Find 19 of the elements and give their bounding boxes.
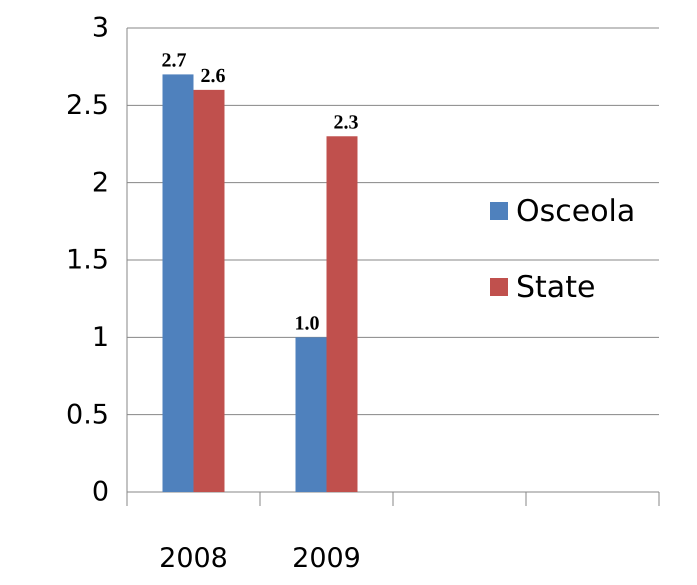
y-tick-label: 0 bbox=[92, 476, 109, 508]
y-tick-label: 1.5 bbox=[66, 244, 109, 276]
legend-label: State bbox=[516, 270, 596, 305]
bar bbox=[162, 74, 194, 492]
data-label: 2.7 bbox=[162, 49, 186, 72]
legend-label: Osceola bbox=[516, 194, 636, 229]
bar bbox=[296, 337, 326, 492]
y-tick-label: 2 bbox=[92, 167, 109, 198]
x-tick-label: 2009 bbox=[292, 543, 361, 574]
y-tick-label: 0.5 bbox=[66, 399, 109, 430]
data-label: 2.6 bbox=[200, 64, 226, 87]
data-label: 2.3 bbox=[334, 111, 358, 134]
y-tick-label: 3 bbox=[92, 12, 109, 44]
bar bbox=[194, 90, 224, 492]
x-tick-label: 2008 bbox=[159, 543, 228, 574]
y-tick-label: 1 bbox=[92, 322, 109, 353]
bar bbox=[326, 136, 358, 492]
y-tick-label: 2.5 bbox=[66, 90, 109, 121]
data-label: 1.0 bbox=[294, 312, 320, 334]
